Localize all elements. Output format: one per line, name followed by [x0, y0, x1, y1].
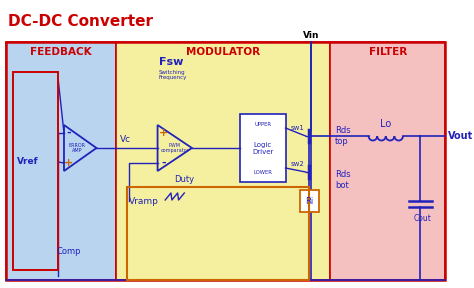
Text: sw2: sw2	[291, 161, 305, 167]
Bar	[330, 42, 445, 280]
Bar	[300, 190, 319, 212]
Text: FEEDBACK: FEEDBACK	[30, 47, 91, 57]
Bar	[240, 114, 285, 182]
Bar	[6, 42, 445, 280]
Bar	[116, 42, 330, 280]
Text: Comp: Comp	[56, 247, 81, 257]
Text: Lo: Lo	[380, 119, 392, 129]
Text: Duty: Duty	[174, 175, 194, 183]
Text: Rds
bot: Rds bot	[335, 170, 351, 190]
Text: FILTER: FILTER	[369, 47, 407, 57]
Text: sw1: sw1	[291, 125, 305, 131]
Text: Cout: Cout	[413, 214, 431, 223]
Text: Rds
top: Rds top	[335, 126, 351, 146]
Text: Logic
Driver: Logic Driver	[252, 141, 273, 154]
Bar	[127, 187, 310, 280]
Bar	[6, 42, 116, 280]
Text: LOWER: LOWER	[253, 170, 272, 175]
Text: +: +	[159, 128, 168, 138]
Text: ERROR
AMP: ERROR AMP	[69, 143, 86, 154]
Text: DC-DC Converter: DC-DC Converter	[8, 14, 153, 29]
Text: Switching
Frequency: Switching Frequency	[158, 70, 187, 80]
Text: Vout: Vout	[448, 131, 473, 141]
Text: Vref: Vref	[17, 158, 39, 166]
Text: -: -	[161, 158, 165, 168]
Text: Fsw: Fsw	[158, 57, 183, 67]
Text: Vin: Vin	[303, 31, 319, 41]
Text: +: +	[64, 158, 73, 168]
Text: -: -	[66, 128, 71, 138]
Text: MODULATOR: MODULATOR	[186, 47, 260, 57]
Text: Vramp: Vramp	[129, 196, 159, 206]
Text: Vc: Vc	[120, 135, 131, 145]
Text: PWM
comparator: PWM comparator	[160, 143, 189, 154]
Text: UPPER: UPPER	[254, 122, 271, 126]
Bar	[13, 72, 58, 270]
Text: Ri: Ri	[305, 196, 313, 206]
